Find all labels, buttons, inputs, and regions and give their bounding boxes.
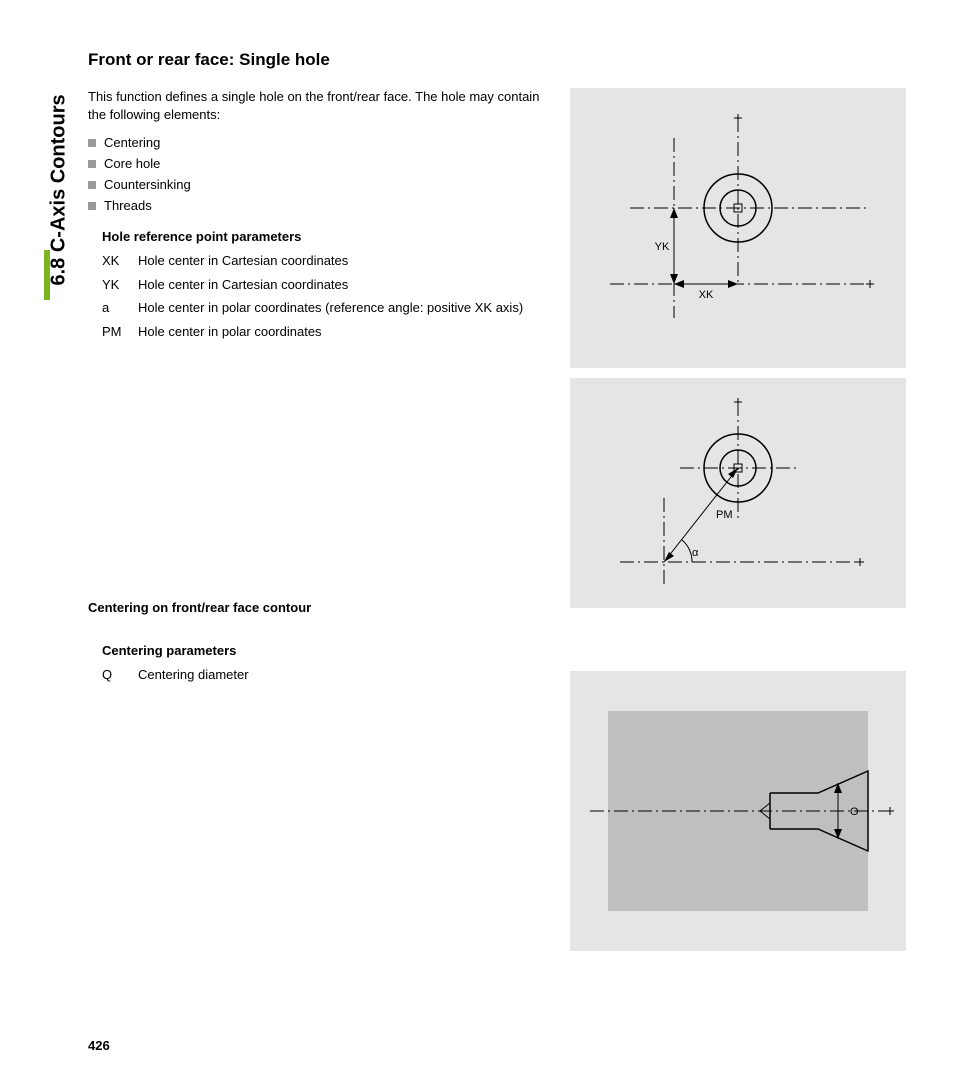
param-key: XK bbox=[102, 252, 138, 270]
table-row: YKHole center in Cartesian coordinates bbox=[102, 276, 558, 294]
section2-heading: Centering on front/rear face contour bbox=[88, 600, 558, 615]
figure-centering-svg: O bbox=[570, 671, 906, 951]
side-tab: 6.8 C-Axis Contours bbox=[44, 50, 72, 300]
table-row: aHole center in polar coordinates (refer… bbox=[102, 299, 558, 317]
intro-text: This function defines a single hole on t… bbox=[88, 88, 558, 123]
page-title: Front or rear face: Single hole bbox=[88, 50, 558, 70]
param-key: a bbox=[102, 299, 138, 317]
bullet-text: Centering bbox=[104, 135, 160, 150]
param-desc: Hole center in Cartesian coordinates bbox=[138, 252, 558, 270]
param-key: Q bbox=[102, 666, 138, 684]
figure-cartesian-svg: YK XK bbox=[570, 88, 906, 368]
bullet-text: Countersinking bbox=[104, 177, 191, 192]
bullet-text: Core hole bbox=[104, 156, 160, 171]
figure-polar-svg: PM α bbox=[570, 378, 906, 608]
params2-heading: Centering parameters bbox=[102, 643, 558, 658]
label-pm: PM bbox=[716, 509, 733, 521]
list-item: Core hole bbox=[88, 156, 558, 171]
label-alpha: α bbox=[692, 547, 699, 559]
label-xk: XK bbox=[699, 289, 714, 301]
bullet-icon bbox=[88, 202, 96, 210]
list-item: Centering bbox=[88, 135, 558, 150]
table-row: QCentering diameter bbox=[102, 666, 558, 684]
bullet-icon bbox=[88, 160, 96, 168]
params1-table: XKHole center in Cartesian coordinates Y… bbox=[102, 252, 558, 340]
figure-cartesian: YK XK bbox=[570, 88, 906, 368]
bullet-list: Centering Core hole Countersinking Threa… bbox=[88, 135, 558, 213]
param-key: YK bbox=[102, 276, 138, 294]
table-row: PMHole center in polar coordinates bbox=[102, 323, 558, 341]
list-item: Threads bbox=[88, 198, 558, 213]
main-content: Front or rear face: Single hole This fun… bbox=[88, 50, 558, 704]
bullet-text: Threads bbox=[104, 198, 152, 213]
label-yk: YK bbox=[655, 241, 670, 253]
bullet-icon bbox=[88, 139, 96, 147]
list-item: Countersinking bbox=[88, 177, 558, 192]
params1-heading: Hole reference point parameters bbox=[102, 229, 558, 244]
params2-table: QCentering diameter bbox=[102, 666, 558, 684]
label-o: O bbox=[850, 806, 859, 818]
figure-centering: O bbox=[570, 671, 906, 951]
param-desc: Centering diameter bbox=[138, 666, 558, 684]
bullet-icon bbox=[88, 181, 96, 189]
side-tab-label: 6.8 C-Axis Contours bbox=[48, 56, 71, 286]
table-row: XKHole center in Cartesian coordinates bbox=[102, 252, 558, 270]
figure-polar: PM α bbox=[570, 378, 906, 608]
param-key: PM bbox=[102, 323, 138, 341]
param-desc: Hole center in polar coordinates bbox=[138, 323, 558, 341]
param-desc: Hole center in polar coordinates (refere… bbox=[138, 299, 558, 317]
param-desc: Hole center in Cartesian coordinates bbox=[138, 276, 558, 294]
page-number: 426 bbox=[88, 1038, 110, 1053]
